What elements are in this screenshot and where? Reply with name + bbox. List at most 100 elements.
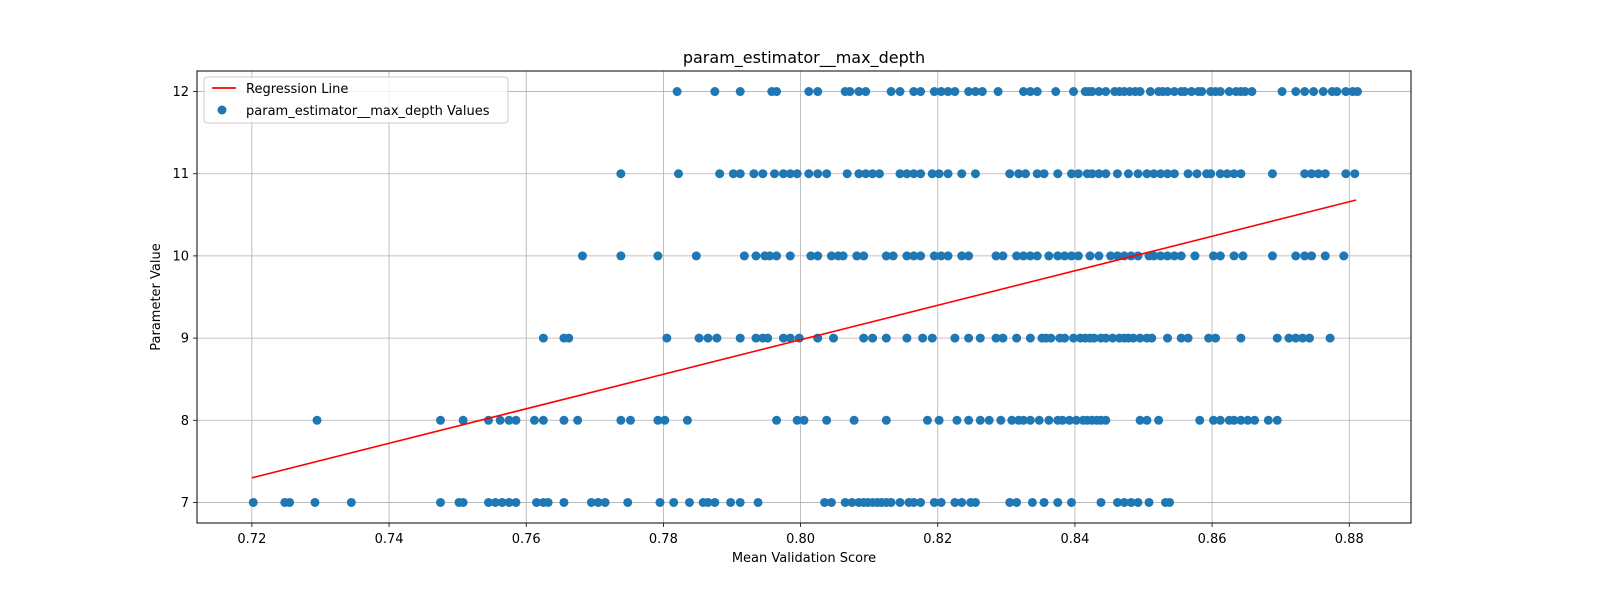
data-point: [559, 415, 569, 425]
data-point: [1005, 497, 1015, 507]
data-point: [936, 497, 946, 507]
data-point: [804, 169, 814, 179]
data-point: [970, 497, 980, 507]
data-point: [1112, 251, 1122, 261]
data-point: [1307, 169, 1317, 179]
data-point: [1144, 497, 1154, 507]
data-point: [1123, 169, 1133, 179]
data-point: [934, 169, 944, 179]
data-point: [1025, 251, 1035, 261]
data-point: [902, 251, 912, 261]
data-point: [1169, 87, 1179, 97]
data-point: [936, 87, 946, 97]
data-point: [927, 169, 937, 179]
data-point: [1300, 169, 1310, 179]
data-point: [662, 333, 672, 343]
data-point: [1018, 415, 1028, 425]
data-point: [1240, 87, 1250, 97]
data-point: [616, 251, 626, 261]
data-point: [435, 415, 445, 425]
data-point: [1211, 333, 1221, 343]
data-point: [682, 415, 692, 425]
data-point: [929, 497, 939, 507]
data-point: [909, 497, 919, 507]
data-point: [950, 333, 960, 343]
data-point: [916, 87, 926, 97]
data-point: [902, 333, 912, 343]
data-point: [1012, 333, 1022, 343]
data-point: [1215, 169, 1225, 179]
data-point: [1238, 251, 1248, 261]
data-point: [694, 333, 704, 343]
data-point: [1156, 169, 1166, 179]
data-point: [909, 251, 919, 261]
data-point: [1133, 497, 1143, 507]
data-point: [1021, 169, 1031, 179]
data-point: [785, 251, 795, 261]
axes: 0.72 0.74 0.76 0.78 0.80 0.82 0.84 0.86 0.88 7 8 9 1…: [172, 85, 1363, 547]
data-point: [1204, 333, 1214, 343]
data-point: [1154, 415, 1164, 425]
data-point: [758, 169, 768, 179]
data-point: [1183, 333, 1193, 343]
data-point: [927, 333, 937, 343]
x-tick-label: 0.80: [786, 532, 815, 547]
data-point: [929, 87, 939, 97]
data-point: [964, 415, 974, 425]
data-point: [765, 251, 775, 261]
data-point: [916, 251, 926, 261]
data-point: [868, 169, 878, 179]
data-point: [952, 415, 962, 425]
data-point: [653, 251, 663, 261]
data-point: [1133, 169, 1143, 179]
data-point: [1071, 415, 1081, 425]
data-point: [1163, 169, 1173, 179]
data-point: [854, 87, 864, 97]
data-point: [1332, 87, 1342, 97]
data-point: [957, 251, 967, 261]
data-point: [1300, 87, 1310, 97]
data-point: [950, 87, 960, 97]
data-point: [543, 497, 553, 507]
data-point: [1066, 497, 1076, 507]
data-point: [1014, 169, 1024, 179]
data-point: [715, 169, 725, 179]
data-point: [852, 251, 862, 261]
data-point: [312, 415, 322, 425]
regression-layer: [251, 199, 1357, 479]
data-point: [1222, 169, 1232, 179]
data-point: [1180, 87, 1190, 97]
data-point: [600, 497, 610, 507]
data-point: [435, 497, 445, 507]
data-point: [1112, 169, 1122, 179]
data-point: [1094, 87, 1104, 97]
data-point: [1320, 169, 1330, 179]
data-point: [826, 251, 836, 261]
data-point: [1101, 87, 1111, 97]
data-point: [559, 497, 569, 507]
data-point: [770, 169, 780, 179]
data-point: [1128, 333, 1138, 343]
data-point: [778, 333, 788, 343]
data-point: [813, 87, 823, 97]
data-point: [1284, 333, 1294, 343]
data-point: [749, 169, 759, 179]
data-point: [1060, 333, 1070, 343]
data-point: [1126, 497, 1136, 507]
data-point: [1341, 87, 1351, 97]
data-point: [458, 415, 468, 425]
x-tick-label: 0.76: [512, 532, 541, 547]
data-point: [1094, 169, 1104, 179]
data-point: [772, 87, 782, 97]
data-point: [1025, 333, 1035, 343]
data-point: [1263, 415, 1273, 425]
data-point: [1229, 169, 1239, 179]
data-point: [1208, 251, 1218, 261]
data-point: [950, 497, 960, 507]
data-point: [845, 87, 855, 97]
data-point: [916, 169, 926, 179]
chart-title: param_estimator__max_depth: [683, 48, 925, 68]
data-point: [838, 251, 848, 261]
data-point: [726, 497, 736, 507]
data-point: [1197, 87, 1207, 97]
